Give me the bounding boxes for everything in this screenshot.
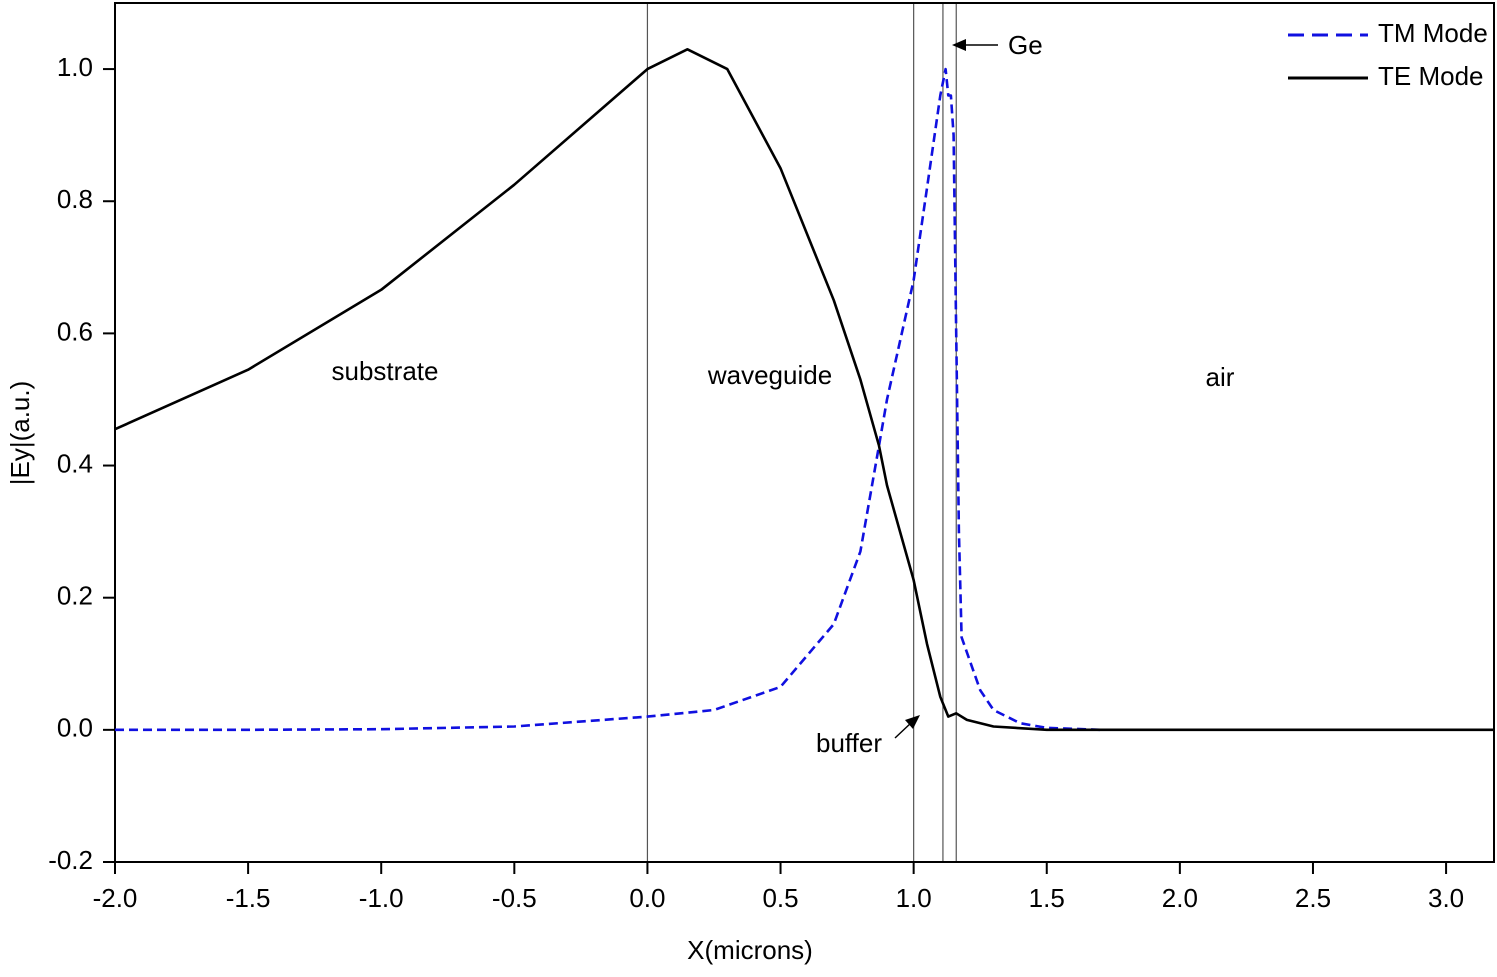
y-tick-label: 1.0 bbox=[57, 52, 93, 82]
annotation: buffer bbox=[816, 728, 882, 758]
x-tick-label: 1.5 bbox=[1029, 883, 1065, 913]
plot-frame bbox=[114, 2, 1495, 863]
series-line bbox=[114, 48, 1494, 732]
x-tick-label: 0.5 bbox=[762, 883, 798, 913]
annotation: substrate bbox=[332, 356, 439, 386]
annotation: air bbox=[1206, 362, 1235, 392]
y-tick-label: 0.0 bbox=[57, 713, 93, 743]
y-axis-label: |Ey|(a.u.) bbox=[5, 381, 35, 486]
annotation: Ge bbox=[1008, 30, 1043, 60]
legend-label: TE Mode bbox=[1378, 61, 1484, 91]
x-tick-label: -0.5 bbox=[492, 883, 537, 913]
y-tick-label: 0.4 bbox=[57, 448, 93, 478]
series-line bbox=[115, 67, 1101, 732]
x-tick-label: 0.0 bbox=[629, 883, 665, 913]
x-tick-label: -2.0 bbox=[93, 883, 138, 913]
annotation: waveguide bbox=[707, 360, 832, 390]
x-tick-label: 2.5 bbox=[1295, 883, 1331, 913]
x-axis-label: X(microns) bbox=[687, 935, 813, 965]
y-tick-label: 0.2 bbox=[57, 581, 93, 611]
x-tick-label: 1.0 bbox=[896, 883, 932, 913]
x-tick-label: 3.0 bbox=[1428, 883, 1464, 913]
y-tick-label: 0.6 bbox=[57, 316, 93, 346]
x-tick-label: 2.0 bbox=[1162, 883, 1198, 913]
x-tick-label: -1.0 bbox=[359, 883, 404, 913]
x-tick-label: -1.5 bbox=[226, 883, 271, 913]
legend-label: TM Mode bbox=[1378, 18, 1488, 48]
y-tick-label: 0.8 bbox=[57, 184, 93, 214]
y-tick-label: -0.2 bbox=[48, 845, 93, 875]
arrow-head bbox=[952, 39, 966, 51]
arrow-head bbox=[905, 715, 920, 729]
